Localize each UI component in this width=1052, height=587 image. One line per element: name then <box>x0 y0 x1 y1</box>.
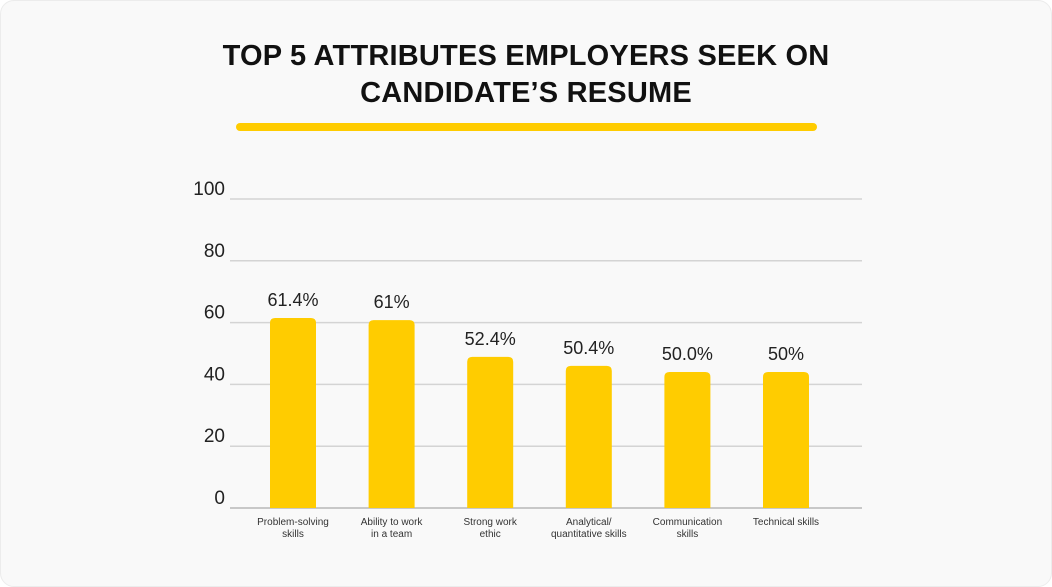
y-tick-label: 60 <box>204 303 225 324</box>
x-tick-label: quantitative skills <box>551 529 627 540</box>
data-label: 50% <box>768 344 804 364</box>
bar <box>270 317 316 508</box>
x-tick-label: Ability to work <box>361 517 424 528</box>
x-tick-label: ethic <box>480 529 501 540</box>
x-tick-label: Problem-solving <box>257 517 329 528</box>
x-tick-label: in a team <box>371 529 412 540</box>
chart-title: TOP 5 ATTRIBUTES EMPLOYERS SEEK ON CANDI… <box>0 38 1052 112</box>
data-label: 50.0% <box>662 344 713 364</box>
bar <box>664 372 711 508</box>
chart-title-line-1: TOP 5 ATTRIBUTES EMPLOYERS SEEK ON <box>222 40 830 72</box>
data-label: 50.4% <box>563 338 614 358</box>
x-tick-label: Strong work <box>464 517 518 528</box>
data-label: 61.4% <box>267 290 318 310</box>
bar <box>565 365 612 508</box>
chart-title-line-2: CANDIDATE’S RESUME <box>360 77 692 109</box>
data-label: 52.4% <box>465 329 516 349</box>
bar <box>763 372 809 508</box>
x-tick-label: Analytical/ <box>566 517 612 528</box>
y-tick-label: 100 <box>193 179 225 200</box>
y-tick-label: 40 <box>204 364 225 385</box>
x-tick-label: Technical skills <box>753 517 819 528</box>
y-tick-label: 80 <box>204 241 225 262</box>
x-tick-label: Communication <box>653 517 722 528</box>
data-label: 61% <box>374 292 410 312</box>
title-underline <box>236 123 817 131</box>
bar <box>467 356 514 508</box>
bar <box>368 320 415 508</box>
x-tick-label: skills <box>282 529 304 540</box>
y-tick-label: 0 <box>214 488 225 509</box>
y-tick-label: 20 <box>204 426 225 447</box>
x-tick-label: skills <box>677 529 699 540</box>
